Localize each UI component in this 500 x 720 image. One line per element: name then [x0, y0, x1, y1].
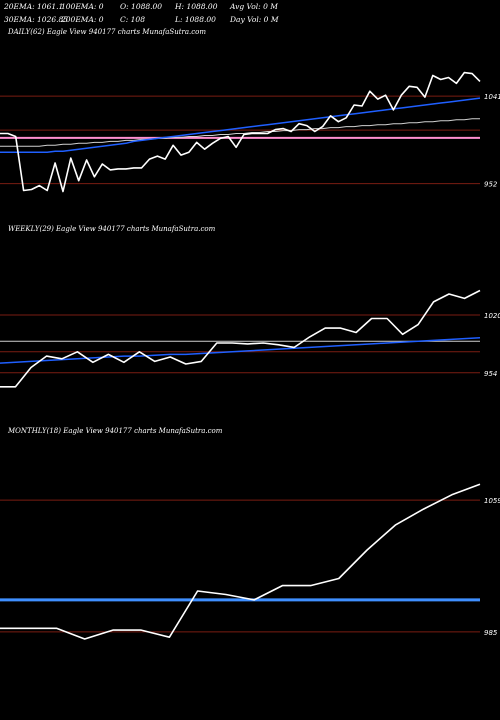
monthly-panel-label: MONTHLY(18) Eagle View 940177 charts Mun… [8, 427, 223, 435]
stat-avg-vol: Avg Vol: 0 M [230, 2, 278, 11]
y-tick-label: 952 [484, 181, 498, 189]
stat-ema30: 30EMA: 1026.85 [4, 15, 69, 24]
stat-ema100: 100EMA: 0 [61, 2, 104, 11]
stat-close: C: 108 [120, 15, 145, 24]
weekly-chart: 1020 954 [0, 289, 500, 388]
ema-slow-line [0, 118, 480, 147]
stat-low: L: 1088.00 [175, 15, 216, 24]
y-tick-label: 1041 [484, 93, 500, 101]
stat-open: O: 1088.00 [120, 2, 163, 11]
price-line [0, 289, 481, 388]
daily-panel-label: DAILY(62) Eagle View 940177 charts Munaf… [8, 28, 207, 36]
daily-chart: 1041 952 [0, 71, 500, 193]
y-tick-label: 985 [484, 629, 498, 637]
price-line [0, 483, 481, 640]
ema-fast-line [0, 97, 481, 153]
y-tick-label: 1020 [484, 312, 500, 320]
stat-ema20: 20EMA: 1061.1 [4, 2, 64, 11]
ema-fast-line [0, 337, 481, 364]
stat-day-vol: Day Vol: 0 M [230, 15, 279, 24]
y-tick-label: 954 [484, 370, 497, 378]
weekly-panel-label: WEEKLY(29) Eagle View 940177 charts Muna… [8, 225, 216, 233]
price-line [0, 71, 481, 193]
stat-ema200: 200EMA: 0 [61, 15, 104, 24]
stat-high: H: 1088.00 [175, 2, 218, 11]
